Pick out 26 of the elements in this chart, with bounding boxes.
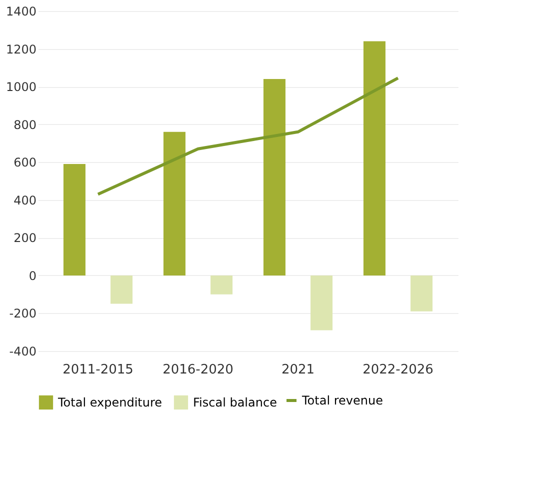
x-tick-label: 2022-2026 <box>362 362 434 378</box>
legend-label: Total expenditure <box>57 395 162 410</box>
x-tick-label: 2016-2020 <box>162 362 234 378</box>
y-tick-label: -200 <box>9 306 36 321</box>
y-tick-label: -400 <box>9 344 36 358</box>
bar <box>310 275 333 330</box>
y-tick-label: 1400 <box>6 4 36 18</box>
bar <box>110 275 133 304</box>
bar <box>263 79 286 276</box>
y-tick-label: 1000 <box>6 80 36 94</box>
legend-label: Fiscal balance <box>193 395 277 410</box>
bar <box>410 275 433 312</box>
line-series <box>96 76 400 196</box>
bar <box>63 164 86 276</box>
bar <box>210 275 233 294</box>
x-tick-label: 2021 <box>281 362 315 378</box>
y-tick-label: 400 <box>14 193 36 208</box>
y-tick-label: 800 <box>14 118 36 132</box>
y-tick-label: 0 <box>28 268 36 283</box>
bar <box>163 132 186 276</box>
x-tick-label: 2011-2015 <box>62 362 134 378</box>
legend-label: Total revenue <box>301 394 383 408</box>
y-tick-label: 200 <box>14 231 36 246</box>
y-tick-label: 1200 <box>6 42 36 56</box>
bar <box>363 41 386 276</box>
y-tick-label: 600 <box>14 156 36 170</box>
